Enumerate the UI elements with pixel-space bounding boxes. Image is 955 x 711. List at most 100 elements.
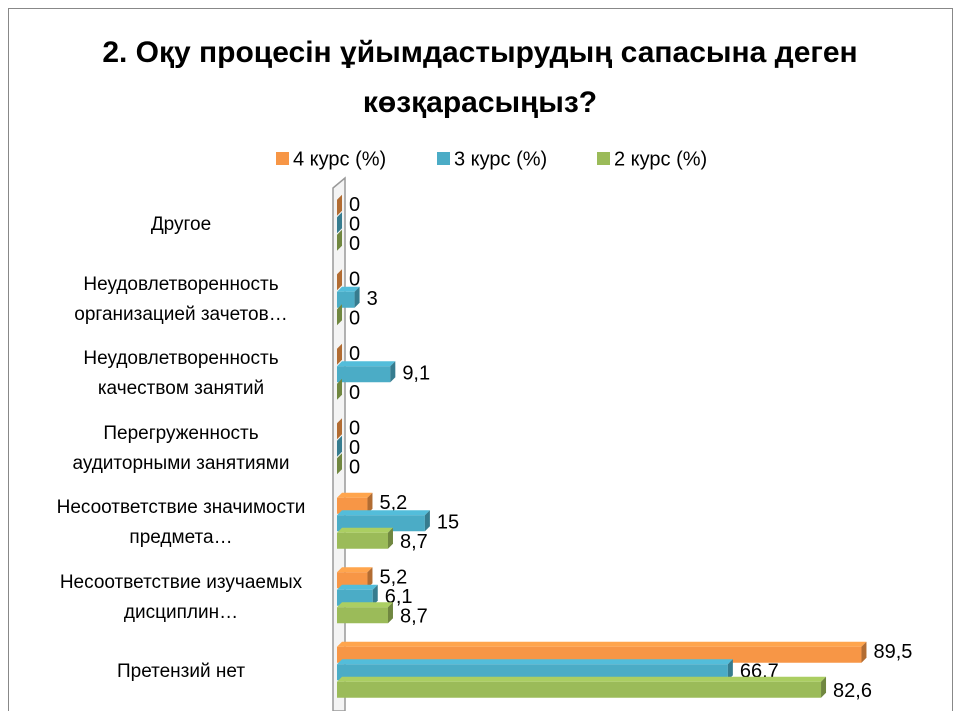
category-label: Перегруженность аудиторными занятиями [72, 422, 290, 474]
bar-front [337, 532, 388, 549]
bar-top [337, 492, 373, 498]
bar-front [337, 291, 355, 308]
bar-side [387, 527, 393, 549]
data-label: 0 [349, 418, 360, 440]
bar [337, 435, 342, 457]
data-label: 0 [349, 233, 360, 255]
bar-front [337, 589, 373, 606]
bar [337, 286, 360, 308]
bar-top [337, 361, 396, 367]
bar-front [337, 607, 388, 624]
bar [337, 641, 867, 663]
bar [337, 418, 342, 440]
bar [337, 378, 342, 400]
data-label: 0 [349, 214, 360, 236]
data-label: 0 [349, 437, 360, 459]
bar-side [424, 510, 430, 532]
bar-side [337, 304, 342, 326]
bar-side [727, 659, 733, 681]
data-label: 5,2 [379, 567, 407, 589]
category-label: Претензий нет [116, 661, 246, 683]
bar-side [390, 361, 396, 383]
data-label: 0 [349, 269, 360, 291]
category-label: Неудовлетворенность качеством занятий [83, 348, 279, 400]
bar [337, 527, 393, 549]
bar [337, 659, 733, 681]
bar-side [337, 229, 342, 251]
bar-top [337, 527, 393, 533]
bar-side [337, 269, 342, 291]
legend-swatch [276, 152, 289, 165]
bar [337, 453, 342, 475]
bar-side [821, 676, 827, 698]
bar-top [337, 286, 360, 292]
data-label: 8,7 [400, 531, 428, 553]
bar [337, 269, 342, 291]
data-label: 82,6 [833, 680, 872, 702]
bar-top [337, 602, 393, 608]
bar [337, 492, 373, 514]
bar-front [337, 681, 822, 698]
bar [337, 194, 342, 216]
data-label: 8,7 [400, 606, 428, 628]
legend-label: 3 курс (%) [454, 148, 547, 170]
data-label: 0 [349, 382, 360, 404]
bar-front [337, 572, 368, 589]
bar [337, 304, 342, 326]
bar-side [354, 286, 360, 308]
data-label: 0 [349, 457, 360, 479]
category-label: Несоответствие изучаемых дисциплин… [59, 571, 303, 623]
bar-side [387, 602, 393, 624]
bar-front [337, 515, 425, 532]
bar-side [861, 641, 867, 663]
bar-top [337, 510, 430, 516]
data-label: 0 [349, 343, 360, 365]
bar-side [372, 584, 378, 606]
category-label: Несоответствие значимости предмета… [56, 497, 306, 549]
bar-top [337, 676, 827, 682]
data-label: 3 [367, 288, 378, 310]
legend-swatch [597, 152, 610, 165]
bar [337, 602, 393, 624]
bar-side [337, 453, 342, 475]
category-label: Другое [150, 214, 212, 236]
bar [337, 212, 342, 234]
chart-title: 2. Оқу процесін ұйымдастырудың сапасына … [102, 36, 858, 119]
bar-top [337, 641, 867, 647]
data-label: 15 [437, 512, 459, 534]
legend-swatch [437, 152, 450, 165]
bar-side [367, 567, 373, 589]
category-label: Неудовлетворенность организацией зачетов… [74, 273, 288, 325]
bar-front [337, 366, 391, 383]
data-label: 89,5 [873, 641, 912, 663]
bar [337, 567, 373, 589]
bar-top [337, 659, 733, 665]
bar-front [337, 497, 368, 514]
bar-side [337, 212, 342, 234]
bar-side [337, 435, 342, 457]
bar-side [337, 418, 342, 440]
bar-side [337, 343, 342, 365]
bar [337, 676, 827, 698]
bar-front [337, 646, 862, 663]
bar-front [337, 664, 728, 681]
data-label: 5,2 [379, 492, 407, 514]
bar-side [367, 492, 373, 514]
bar-top [337, 567, 373, 573]
bar [337, 510, 430, 532]
bar-side [337, 378, 342, 400]
bar [337, 361, 396, 383]
data-label: 0 [349, 308, 360, 330]
bar-side [337, 194, 342, 216]
bar [337, 229, 342, 251]
data-label: 9,1 [402, 363, 430, 385]
bar [337, 584, 378, 606]
legend-label: 2 курс (%) [614, 148, 707, 170]
bar [337, 343, 342, 365]
legend-label: 4 курс (%) [293, 148, 386, 170]
bar-top [337, 584, 378, 590]
chart-border [8, 8, 953, 711]
data-label: 0 [349, 194, 360, 216]
